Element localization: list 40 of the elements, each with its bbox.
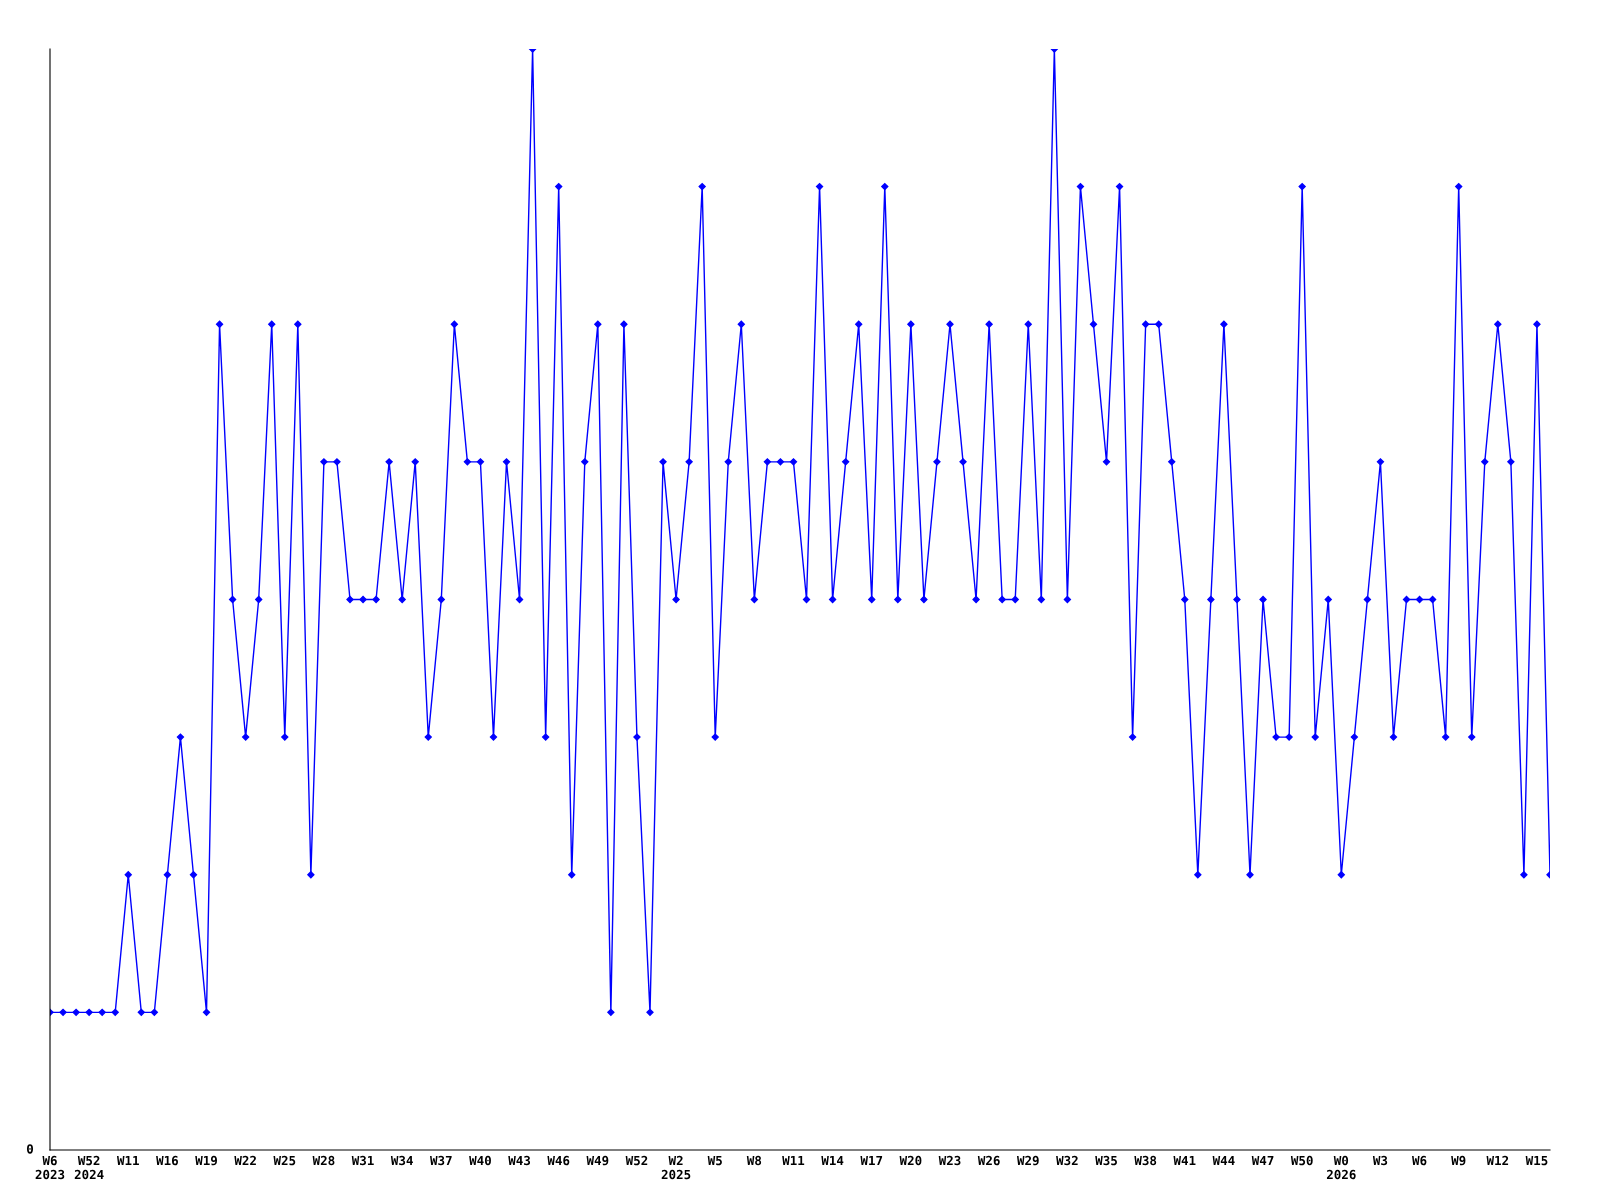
x-tick-label: W3 <box>1372 1155 1388 1166</box>
x-tick-label: W31 <box>351 1155 374 1166</box>
x-tick-label: W17 <box>860 1155 883 1166</box>
x-tick-label: W29 <box>1016 1155 1039 1166</box>
x-tick-label: W52 2024 <box>74 1155 104 1180</box>
x-tick-label: W6 2023 <box>35 1155 65 1180</box>
x-tick-label: W20 <box>899 1155 922 1166</box>
x-tick-label: W2 2025 <box>661 1155 691 1180</box>
x-tick-label: W34 <box>390 1155 413 1166</box>
x-tick-label: W52 <box>625 1155 648 1166</box>
x-tick-label: W35 <box>1095 1155 1117 1166</box>
x-tick-label: W32 <box>1056 1155 1078 1166</box>
x-tick-label: W15 <box>1525 1155 1548 1166</box>
x-tick-label: W0 2026 <box>1326 1155 1356 1180</box>
x-tick-label: W25 <box>273 1155 296 1166</box>
x-tick-label: W19 <box>195 1155 218 1166</box>
x-tick-label: W43 <box>508 1155 531 1166</box>
x-tick-label: W28 <box>312 1155 335 1166</box>
x-tick-label: W50 <box>1290 1155 1313 1166</box>
x-tick-label: W11 <box>116 1155 139 1166</box>
x-tick-label: W9 <box>1451 1155 1466 1166</box>
x-tick-label: W41 <box>1173 1155 1196 1166</box>
x-tick-label: W5 <box>707 1155 722 1166</box>
x-tick-label: W44 <box>1212 1155 1235 1166</box>
x-tick-label: W11 <box>782 1155 805 1166</box>
x-tick-label: W46 <box>547 1155 570 1166</box>
text: 0 <box>26 1144 34 1154</box>
x-tick-label: W49 <box>586 1155 609 1166</box>
x-tick-label: W38 <box>1134 1155 1157 1166</box>
x-tick-label: W47 <box>1251 1155 1274 1166</box>
x-tick-label: W37 <box>430 1155 452 1166</box>
x-tick-label: W14 <box>821 1155 844 1166</box>
x-tick-label: W6 <box>1412 1155 1427 1166</box>
x-tick-label: W23 <box>938 1155 961 1166</box>
x-tick-label: W8 <box>746 1155 762 1166</box>
x-tick-label: W26 <box>977 1155 1000 1166</box>
x-tick-label: W22 <box>234 1155 256 1166</box>
x-tick-label: W16 <box>156 1155 178 1166</box>
x-tick-label: W40 <box>469 1155 491 1166</box>
x-tick-label: W12 <box>1486 1155 1509 1166</box>
